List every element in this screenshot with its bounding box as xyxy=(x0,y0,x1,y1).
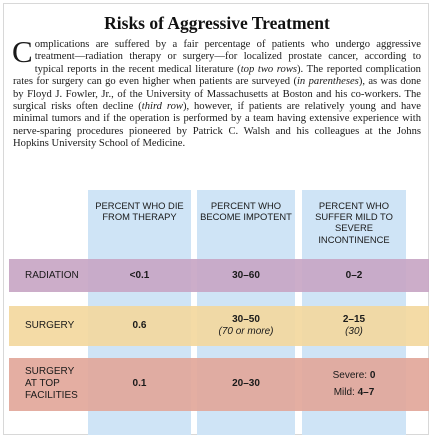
cell-top-die: 0.1 xyxy=(132,378,147,389)
cell-radiation-incontinence: 0–2 xyxy=(345,270,363,281)
cell-surgery-incontinence-value: 2–15 xyxy=(342,314,366,325)
cell-surgery-incontinence: 2–15 (30) xyxy=(302,314,406,338)
cell-surgery-impotent: 30–50 (70 or more) xyxy=(197,314,295,338)
cell-top-severe: Severe: 0 xyxy=(302,370,406,382)
row-label-radiation: RADIATION xyxy=(25,270,79,281)
cell-surgery-impotent-value: 30–50 xyxy=(232,314,260,325)
row-label-top-facilities: SURGERY AT TOP FACILITIES xyxy=(25,366,78,401)
body-italic-2: in parentheses xyxy=(296,76,359,88)
row-band-surgery xyxy=(9,306,429,346)
body-italic-3: third row xyxy=(141,101,183,113)
header-die: PERCENT WHO DIE FROM THERAPY xyxy=(95,200,184,223)
cell-surgery-incontinence-survey: (30) xyxy=(345,326,363,337)
body-text-4: ), however, if patients are relatively y… xyxy=(13,101,421,150)
row-label-surgery: SURGERY xyxy=(25,320,75,331)
row-band-top-facilities xyxy=(9,358,429,411)
header-incontinence: PERCENT WHO SUFFER MILD TO SEVERE INCONT… xyxy=(315,200,393,245)
severe-label: Severe: xyxy=(332,370,368,381)
body-text-1: omplications are suffered by a fair perc… xyxy=(34,39,421,75)
page-title: Risks of Aggressive Treatment xyxy=(104,13,330,33)
cell-radiation-impotent: 30–60 xyxy=(232,270,260,281)
body-italic-1: top two rows xyxy=(240,63,298,75)
row-band-radiation xyxy=(9,259,429,292)
cell-top-mild: Mild: 4–7 xyxy=(302,387,406,399)
cell-surgery-impotent-survey: (70 or more) xyxy=(218,326,274,337)
severe-value: 0 xyxy=(369,370,376,381)
mild-value: 4–7 xyxy=(357,387,375,398)
cell-top-impotent: 20–30 xyxy=(232,378,260,389)
body-text-2: ). The reported complication rates for s… xyxy=(13,63,421,88)
header-impotent: PERCENT WHO BECOME IMPOTENT xyxy=(200,200,292,223)
drop-cap: C xyxy=(12,34,33,69)
cell-radiation-die: <0.1 xyxy=(129,270,150,281)
cell-surgery-die: 0.6 xyxy=(132,320,147,331)
mild-label: Mild: xyxy=(333,387,355,398)
body-text-3: ), as was done by Floyd J. Fowler, Jr., … xyxy=(13,76,421,113)
